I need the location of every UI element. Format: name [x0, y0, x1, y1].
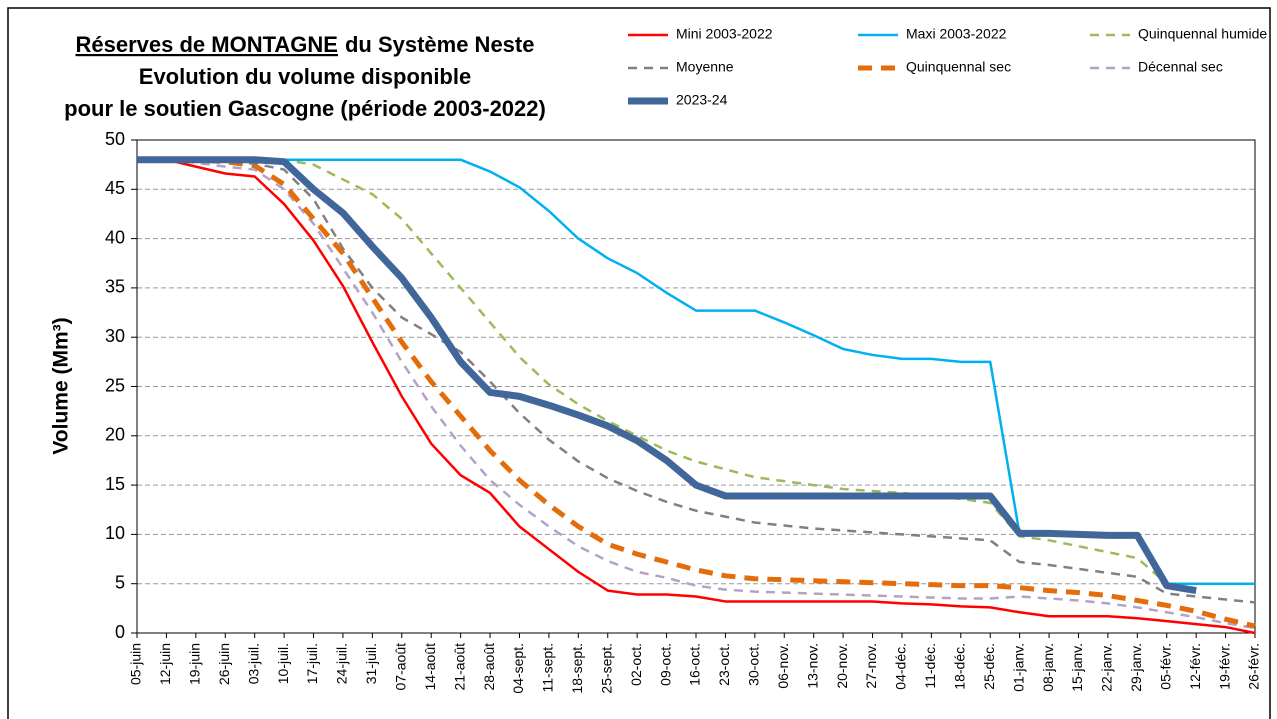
legend-label: Maxi 2003-2022 [906, 26, 1007, 42]
x-tick-label: 21-août [451, 643, 467, 691]
y-tick-label: 30 [105, 326, 125, 346]
chart-title: pour le soutien Gascogne (période 2003-2… [64, 96, 546, 121]
x-tick-label: 13-nov. [804, 643, 820, 689]
x-tick-label: 23-oct. [716, 643, 732, 686]
x-tick-label: 25-sept. [598, 643, 614, 694]
x-tick-label: 09-oct. [657, 643, 673, 686]
title-part: du Système Neste [345, 32, 535, 57]
y-axis-label: Volume (Mm³) [50, 317, 73, 454]
legend-label: Mini 2003-2022 [676, 26, 773, 42]
x-tick-label: 02-oct. [628, 643, 644, 686]
x-tick-label: 12-févr. [1187, 643, 1203, 690]
x-tick-label: 15-janv. [1069, 643, 1085, 692]
x-tick-label: 19-févr. [1216, 643, 1232, 690]
x-tick-label: 04-sept. [510, 643, 526, 694]
x-tick-label: 25-déc. [981, 643, 997, 690]
series-line [137, 158, 1256, 635]
x-tick-label: 28-août [481, 643, 497, 691]
title-part: pour le soutien Gascogne (période 2003-2… [64, 96, 546, 121]
x-tick-label: 04-déc. [893, 643, 909, 690]
y-tick-label: 0 [115, 622, 125, 642]
legend-label: Quinquennal humide [1138, 26, 1267, 42]
y-tick-label: 5 [115, 572, 125, 592]
x-tick-label: 11-sept. [540, 643, 556, 693]
chart-title: Evolution du volume disponible [139, 64, 471, 89]
series-line [137, 158, 1256, 630]
y-tick-label: 25 [105, 375, 125, 395]
series-line [137, 158, 1255, 585]
x-tick-label: 20-nov. [834, 643, 850, 689]
x-tick-label: 18-sept. [569, 643, 585, 694]
x-tick-label: 19-juin [187, 643, 203, 685]
series-line [137, 158, 1256, 604]
x-tick-label: 03-juil. [245, 643, 261, 684]
x-tick-label: 30-oct. [746, 643, 762, 686]
title-part: Evolution du volume disponible [139, 64, 471, 89]
x-tick-label: 01-janv. [1010, 643, 1026, 692]
x-tick-label: 26-févr. [1246, 643, 1262, 690]
x-tick-label: 18-déc. [951, 643, 967, 690]
x-tick-label: 12-juin [157, 643, 173, 685]
y-tick-label: 10 [105, 523, 125, 543]
x-tick-label: 05-févr. [1157, 643, 1173, 690]
x-tick-label: 29-janv. [1128, 643, 1144, 692]
y-tick-label: 35 [105, 277, 125, 297]
x-tick-label: 14-août [422, 643, 438, 691]
legend-label: Décennal sec [1138, 59, 1223, 75]
y-tick-label: 20 [105, 425, 125, 445]
y-tick-label: 40 [105, 227, 125, 247]
x-tick-label: 31-juil. [363, 643, 379, 684]
series-line [137, 156, 1197, 595]
legend-label: Quinquennal sec [906, 59, 1011, 75]
y-tick-label: 50 [105, 129, 125, 149]
x-tick-label: 05-juin [128, 643, 144, 685]
x-tick-label: 11-déc. [922, 643, 938, 689]
x-tick-label: 27-nov. [863, 643, 879, 689]
title-part: Réserves de MONTAGNE [76, 32, 338, 57]
x-tick-label: 26-juin [216, 643, 232, 685]
legend-label: Moyenne [676, 59, 734, 75]
frame [7, 7, 1271, 719]
x-tick-label: 22-janv. [1099, 643, 1115, 692]
x-tick-label: 16-oct. [687, 643, 703, 686]
x-tick-label: 17-juil. [304, 643, 320, 684]
legend-label: 2023-24 [676, 92, 728, 108]
x-tick-label: 07-août [392, 643, 408, 691]
x-tick-label: 24-juil. [334, 643, 350, 684]
x-tick-label: 10-juil. [275, 643, 291, 684]
y-tick-label: 45 [105, 178, 125, 198]
chart-title: Réserves de MONTAGNE du Système Neste [76, 32, 535, 57]
series-line [137, 157, 1256, 629]
x-tick-label: 08-janv. [1040, 643, 1056, 692]
x-tick-label: 06-nov. [775, 643, 791, 689]
y-tick-label: 15 [105, 474, 125, 494]
